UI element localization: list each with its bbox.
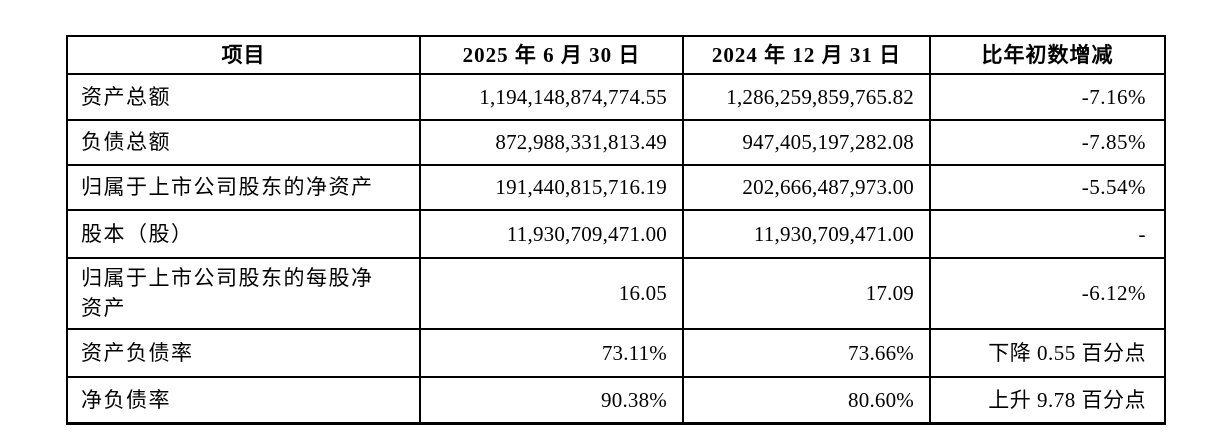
header-cell-date-2025: 2025 年 6 月 30 日	[419, 35, 684, 75]
row-change-value: -5.54%	[929, 164, 1166, 211]
row-value-2025: 191,440,815,716.19	[419, 164, 684, 211]
row-value-2025: 11,930,709,471.00	[419, 209, 684, 259]
row-value-2024: 11,930,709,471.00	[682, 209, 931, 259]
financial-table: 项目 2025 年 6 月 30 日 2024 年 12 月 31 日 比年初数…	[66, 35, 1166, 426]
row-item-name: 归属于上市公司股东的每股净资产	[66, 257, 421, 330]
row-change-value: -6.12%	[929, 257, 1166, 330]
table-row-net-debt-ratio: 净负债率 90.38% 80.60% 上升 9.78 百分点	[66, 375, 1166, 425]
row-value-2024: 17.09	[682, 257, 931, 330]
table-row-total-assets: 资产总额 1,194,148,874,774.55 1,286,259,859,…	[66, 73, 1166, 121]
row-value-2024: 1,286,259,859,765.82	[682, 73, 931, 121]
row-item-name: 归属于上市公司股东的净资产	[66, 164, 421, 211]
table-row-net-assets: 归属于上市公司股东的净资产 191,440,815,716.19 202,666…	[66, 164, 1166, 211]
header-cell-change: 比年初数增减	[929, 35, 1166, 75]
table-row-net-assets-per-share: 归属于上市公司股东的每股净资产 16.05 17.09 -6.12%	[66, 257, 1166, 330]
row-item-name: 股本（股）	[66, 209, 421, 259]
row-value-2025: 872,988,331,813.49	[419, 119, 684, 166]
header-cell-item: 项目	[66, 35, 421, 75]
row-value-2024: 73.66%	[682, 327, 931, 378]
table-row-asset-liability-ratio: 资产负债率 73.11% 73.66% 下降 0.55 百分点	[66, 327, 1166, 378]
row-value-2025: 16.05	[419, 257, 684, 330]
row-item-name: 负债总额	[66, 119, 421, 166]
row-value-2025: 1,194,148,874,774.55	[419, 73, 684, 121]
financial-summary-table: 项目 2025 年 6 月 30 日 2024 年 12 月 31 日 比年初数…	[66, 35, 1166, 426]
row-value-2025: 73.11%	[419, 327, 684, 378]
table-row-share-capital: 股本（股） 11,930,709,471.00 11,930,709,471.0…	[66, 209, 1166, 259]
header-cell-date-2024: 2024 年 12 月 31 日	[682, 35, 931, 75]
row-item-name: 资产总额	[66, 73, 421, 121]
row-value-2024: 202,666,487,973.00	[682, 164, 931, 211]
row-item-name: 资产负债率	[66, 327, 421, 378]
row-value-2024: 80.60%	[682, 375, 931, 425]
row-change-value: -	[929, 209, 1166, 259]
row-change-value: -7.85%	[929, 119, 1166, 166]
row-change-value: 上升 9.78 百分点	[929, 375, 1166, 425]
table-row-total-liabilities: 负债总额 872,988,331,813.49 947,405,197,282.…	[66, 119, 1166, 166]
table-header-row: 项目 2025 年 6 月 30 日 2024 年 12 月 31 日 比年初数…	[66, 35, 1166, 75]
row-change-value: -7.16%	[929, 73, 1166, 121]
row-value-2025: 90.38%	[419, 375, 684, 425]
row-change-value: 下降 0.55 百分点	[929, 327, 1166, 378]
row-item-name: 净负债率	[66, 375, 421, 425]
row-value-2024: 947,405,197,282.08	[682, 119, 931, 166]
